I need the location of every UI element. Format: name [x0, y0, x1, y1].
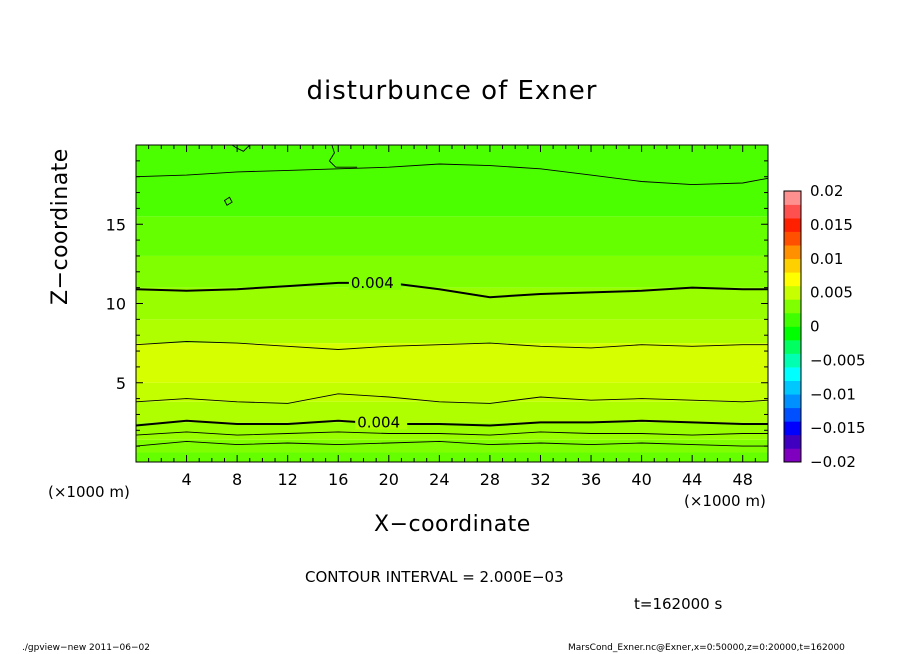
field-band-10	[136, 145, 768, 217]
colorbar-swatch	[784, 434, 801, 449]
colorbar-tick-label: −0.005	[810, 351, 866, 369]
colorbar-swatch	[784, 218, 801, 232]
contour-line-1	[135, 440, 768, 447]
colorbar-tick-label: −0.01	[810, 385, 856, 403]
colorbar-tick-label: 0.01	[810, 250, 843, 268]
footer-right: MarsCond_Exner.nc@Exner,x=0:50000,z=0:20…	[568, 643, 845, 653]
colorbar-swatch	[784, 285, 801, 300]
contour-label-0: 0.004	[357, 413, 400, 431]
y-tick-label: 10	[106, 295, 126, 314]
colorbar-swatch	[784, 312, 801, 327]
colorbar-swatch	[784, 407, 801, 422]
contour-line-4	[135, 341, 768, 350]
y-tick-label: 5	[116, 374, 126, 393]
contour-lines: 0.004 0.004	[135, 144, 769, 447]
field-band-8	[136, 255, 768, 288]
x-unit-right: (×1000 m)	[684, 492, 766, 510]
contour-interval-note: CONTOUR INTERVAL = 2.000E−03	[305, 568, 564, 586]
x-tick-label: 16	[328, 470, 348, 489]
field-bands	[136, 145, 768, 462]
colorbar-swatch	[784, 326, 801, 341]
chart-title: disturbunce of Exner	[306, 76, 598, 106]
field-band-7	[136, 287, 768, 320]
y-tick-label: 15	[106, 215, 126, 234]
colorbar-swatch	[784, 245, 801, 260]
y-axis-label: Z−coordinate	[48, 148, 73, 305]
colorbar-tick-label: 0.02	[810, 182, 843, 200]
colorbar-swatch	[784, 204, 801, 219]
x-tick-label: 40	[631, 470, 651, 489]
colorbar-swatch	[784, 231, 801, 246]
colorbar-swatch	[784, 191, 801, 205]
colorbar-tick-label: 0.015	[810, 216, 853, 234]
colorbar-tick-label: −0.015	[810, 419, 866, 437]
colorbar: 0.02 0.015 0.01 0.005 0 −0.005 −0.01 −0.015 −0.0…	[783, 182, 866, 471]
colorbar-swatch	[784, 299, 801, 314]
colorbar-swatch	[784, 380, 801, 395]
field-band-6	[136, 319, 768, 344]
colorbar-swatch	[784, 394, 801, 409]
contour-line-7	[328, 144, 358, 168]
x-tick-label: 36	[581, 470, 601, 489]
contour-line-2	[135, 431, 768, 436]
x-axis-label: X−coordinate	[374, 512, 531, 537]
x-tick-label: 28	[480, 470, 500, 489]
contour-label-bg-5	[348, 273, 401, 290]
x-tick-label: 44	[682, 470, 702, 489]
colorbar-swatch	[784, 258, 801, 273]
time-stamp: t=162000 s	[634, 595, 723, 613]
contour-line-3	[135, 393, 769, 404]
x-tick-label: 8	[232, 470, 242, 489]
colorbar-tick-label: 0	[810, 318, 820, 336]
colorbar-swatch	[784, 272, 801, 287]
colorbar-swatch	[784, 340, 801, 354]
field-band-1	[136, 439, 768, 453]
x-tick-label: 24	[429, 470, 449, 489]
x-tick-label: 4	[181, 470, 191, 489]
contour-label-5: 0.004	[351, 274, 394, 292]
contour-line-9	[223, 196, 233, 206]
colorbar-tick-label: 0.005	[810, 284, 853, 302]
field-band-0	[136, 452, 768, 462]
colorbar-swatch	[784, 448, 801, 463]
colorbar-tick-label: −0.02	[810, 453, 856, 471]
x-tick-label: 12	[278, 470, 298, 489]
contour-line-8	[231, 144, 251, 152]
contour-line-5	[135, 281, 768, 299]
colorbar-frame	[783, 190, 802, 463]
colorbar-swatch	[784, 353, 801, 368]
contour-label-bg-0	[355, 413, 408, 430]
x-unit-left: (×1000 m)	[48, 483, 130, 501]
field-band-2	[136, 422, 768, 440]
field-band-3	[136, 401, 768, 423]
contour-line-6	[135, 163, 769, 186]
field-band-5	[136, 343, 768, 383]
x-tick-label: 32	[530, 470, 550, 489]
field-band-4	[136, 382, 768, 402]
x-tick-label: 48	[733, 470, 753, 489]
colorbar-swatch	[784, 367, 801, 381]
footer-left: ./gpview−new 2011−06−02	[22, 643, 150, 653]
colorbar-swatch	[784, 421, 801, 436]
contour-line-0	[135, 419, 768, 427]
x-tick-label: 20	[379, 470, 399, 489]
field-band-9	[136, 216, 768, 256]
